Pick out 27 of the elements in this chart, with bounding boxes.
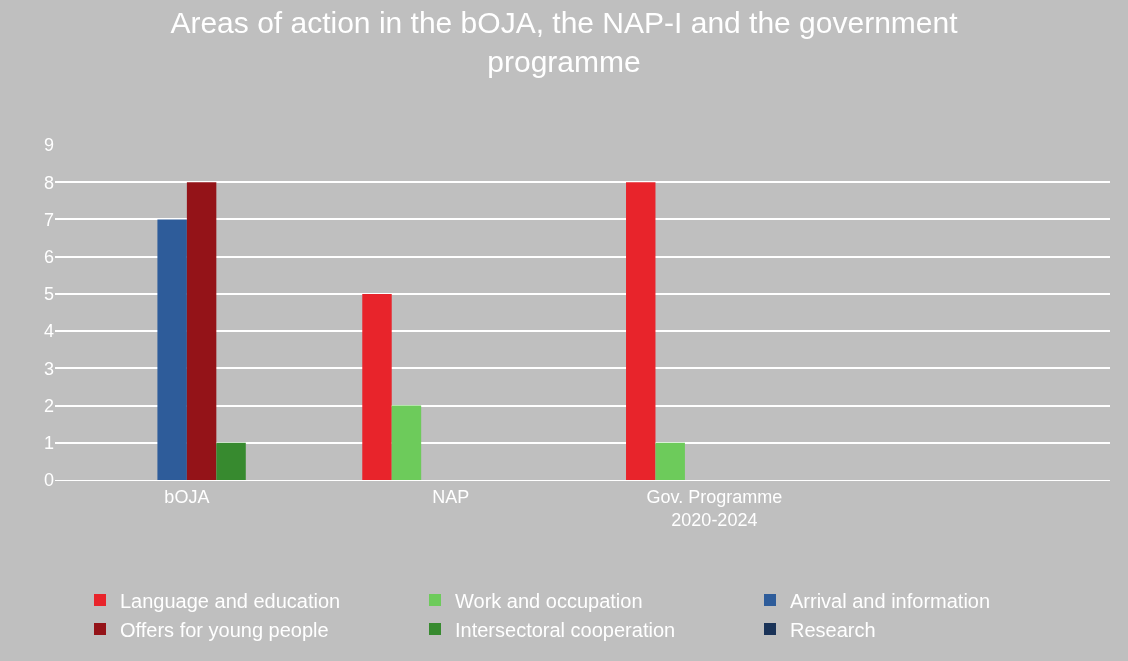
legend-label: Intersectoral cooperation [455, 618, 676, 641]
bar [391, 405, 422, 480]
legend-label: Language and education [120, 589, 341, 612]
bar [626, 182, 656, 480]
legend-label: Work and occupation [455, 589, 643, 612]
y-tick-label: 9 [43, 135, 54, 156]
bar [157, 219, 187, 480]
y-tick-label: 7 [43, 209, 54, 230]
bar [216, 442, 246, 480]
y-tick-label: 6 [43, 246, 54, 267]
legend-label: Arrival and information [790, 589, 991, 612]
bar [362, 293, 392, 480]
bar [186, 182, 217, 480]
legend-label: Offers for young people [120, 618, 329, 641]
y-tick-label: 4 [43, 321, 54, 342]
x-tick-label: Gov. Programme 2020-2024 [646, 486, 783, 530]
x-tick-label: bOJA [164, 486, 210, 507]
y-tick-label: 8 [43, 172, 54, 193]
y-tick-label: 5 [43, 284, 54, 305]
y-tick-label: 2 [43, 395, 54, 416]
x-tick-label: NAP [432, 486, 470, 507]
y-tick-label: 0 [43, 470, 54, 491]
chart-title: Areas of action in the bOJA, the NAP-I and the government programme [170, 6, 959, 79]
legend-label: Research [790, 618, 876, 641]
bar [655, 442, 685, 480]
y-tick-label: 1 [43, 433, 54, 454]
y-tick-label: 3 [43, 358, 54, 379]
